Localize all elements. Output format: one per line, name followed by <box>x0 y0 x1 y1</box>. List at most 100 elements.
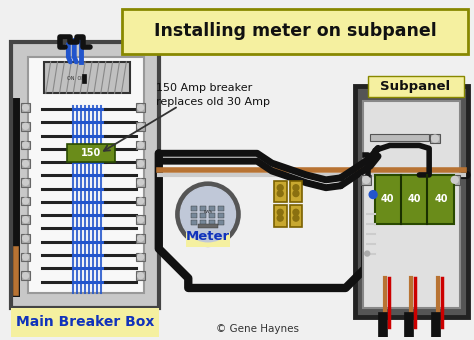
Bar <box>274 205 287 227</box>
Bar <box>136 234 145 243</box>
Bar <box>136 197 145 205</box>
Bar <box>82 74 86 84</box>
Bar <box>21 253 30 261</box>
Circle shape <box>365 251 370 256</box>
Text: 150 Amp breaker
replaces old 30 Amp: 150 Amp breaker replaces old 30 Amp <box>156 84 270 107</box>
Circle shape <box>451 176 458 183</box>
Circle shape <box>23 273 28 279</box>
Bar <box>21 122 30 131</box>
Text: 40: 40 <box>408 194 421 204</box>
Bar <box>450 175 460 185</box>
Circle shape <box>181 187 236 242</box>
Bar <box>67 144 115 162</box>
Bar <box>361 175 371 185</box>
Text: Subpanel: Subpanel <box>380 80 450 93</box>
Circle shape <box>137 161 144 167</box>
Bar <box>200 220 206 225</box>
Bar <box>363 101 460 308</box>
Circle shape <box>277 215 283 221</box>
Circle shape <box>137 105 144 110</box>
Circle shape <box>23 235 28 241</box>
Circle shape <box>23 161 28 167</box>
Text: Main Breaker Box: Main Breaker Box <box>16 316 154 329</box>
Text: 150: 150 <box>81 148 101 158</box>
Bar <box>186 227 229 247</box>
Text: © Gene Haynes: © Gene Haynes <box>216 324 299 334</box>
Circle shape <box>293 209 299 215</box>
Circle shape <box>23 217 28 223</box>
Bar <box>136 253 145 261</box>
Text: 40: 40 <box>434 194 448 204</box>
Bar <box>136 122 145 131</box>
Text: kWh: kWh <box>203 210 212 214</box>
Circle shape <box>363 176 370 183</box>
Text: Installing meter on subpanel: Installing meter on subpanel <box>154 22 437 40</box>
Circle shape <box>293 191 299 197</box>
Bar <box>21 271 30 280</box>
Bar <box>430 134 440 143</box>
Bar <box>136 178 145 187</box>
Circle shape <box>137 142 144 148</box>
Circle shape <box>137 123 144 129</box>
Bar <box>136 103 145 112</box>
Bar <box>136 140 145 149</box>
Circle shape <box>137 217 144 223</box>
Bar <box>290 181 302 202</box>
Bar <box>200 206 206 211</box>
Bar <box>44 62 130 93</box>
Bar <box>218 220 224 225</box>
Circle shape <box>277 185 283 191</box>
Circle shape <box>23 179 28 185</box>
Text: Meter: Meter <box>186 231 230 243</box>
Bar <box>21 159 30 168</box>
Text: 40: 40 <box>381 194 395 204</box>
Bar <box>375 175 454 224</box>
Bar <box>218 213 224 218</box>
Bar <box>209 206 215 211</box>
Circle shape <box>23 198 28 204</box>
Bar <box>356 86 468 318</box>
Circle shape <box>23 123 28 129</box>
Bar <box>21 178 30 187</box>
Bar <box>136 159 145 168</box>
Bar <box>191 220 197 225</box>
Circle shape <box>137 179 144 185</box>
Bar <box>21 197 30 205</box>
Bar <box>198 224 218 228</box>
Text: ON  OFF: ON OFF <box>67 76 87 81</box>
Circle shape <box>23 105 28 110</box>
Bar <box>136 271 145 280</box>
Circle shape <box>293 215 299 221</box>
Circle shape <box>277 191 283 197</box>
Circle shape <box>137 254 144 260</box>
Bar <box>21 140 30 149</box>
Circle shape <box>137 198 144 204</box>
Circle shape <box>369 191 377 199</box>
Bar <box>28 57 144 293</box>
Bar <box>368 75 464 97</box>
Bar <box>21 215 30 224</box>
Circle shape <box>137 273 144 279</box>
Bar <box>370 134 429 140</box>
Bar <box>21 103 30 112</box>
Circle shape <box>293 185 299 191</box>
Bar <box>122 9 468 54</box>
Circle shape <box>432 135 438 142</box>
Bar <box>11 42 159 308</box>
Circle shape <box>176 183 239 246</box>
Circle shape <box>277 209 283 215</box>
Circle shape <box>137 235 144 241</box>
Bar <box>11 308 159 337</box>
Bar <box>274 181 287 202</box>
Bar <box>200 213 206 218</box>
Bar <box>136 215 145 224</box>
Bar <box>209 213 215 218</box>
Bar <box>218 206 224 211</box>
Circle shape <box>23 142 28 148</box>
Bar <box>191 213 197 218</box>
Bar <box>209 220 215 225</box>
Bar <box>191 206 197 211</box>
Circle shape <box>23 254 28 260</box>
Bar <box>290 205 302 227</box>
Bar <box>21 234 30 243</box>
